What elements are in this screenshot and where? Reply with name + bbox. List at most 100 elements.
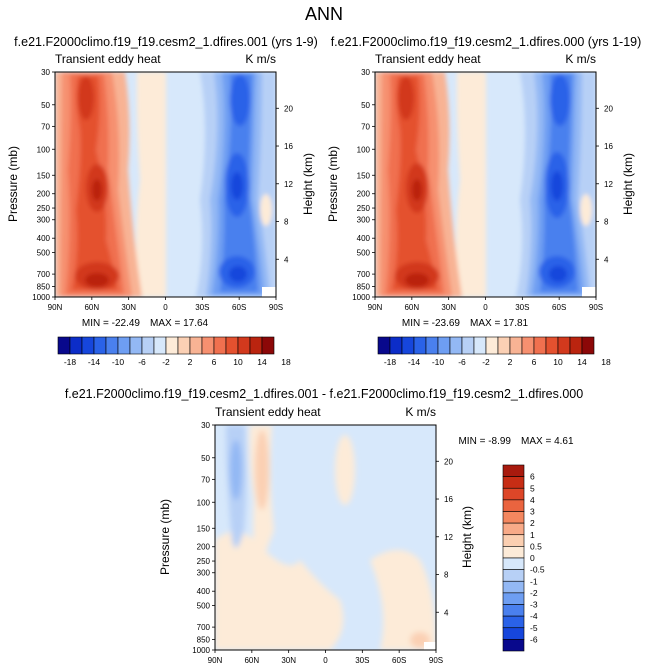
x-tick-label: 90S	[429, 656, 443, 665]
colorbar-swatch	[502, 569, 525, 582]
colorbar-swatch	[105, 336, 119, 355]
colorbar-label: 10	[233, 357, 243, 367]
y-right-tick-label: 12	[284, 180, 293, 189]
figure-title: ANN	[305, 4, 343, 24]
colorbar-swatch	[502, 487, 525, 501]
panel-3: f.e21.F2000climo.f19_f19.cesm2_1.dfires.…	[65, 387, 583, 665]
colorbar-label: 18	[281, 357, 291, 367]
colorbar-swatch	[461, 336, 475, 355]
y-tick-label: 150	[37, 171, 51, 180]
x-tick-label: 30S	[515, 303, 529, 312]
y-tick-label: 70	[201, 475, 210, 484]
colorbar-swatch	[93, 336, 107, 355]
colorbar-label: -6	[530, 634, 538, 644]
colorbar-swatch	[485, 336, 499, 355]
colorbar-label: -6	[138, 357, 146, 367]
colorbar-swatch	[509, 336, 523, 355]
panel-1: f.e21.F2000climo.f19_f19.cesm2_1.dfires.…	[6, 35, 318, 329]
colorbar-swatch	[502, 615, 525, 629]
y-right-tick-label: 20	[444, 457, 453, 466]
colorbar-swatch	[129, 336, 143, 355]
y-tick-label: 200	[357, 190, 371, 199]
y-tick-label: 850	[197, 636, 211, 645]
x-tick-label: 90S	[269, 303, 283, 312]
y-tick-label: 200	[37, 190, 51, 199]
colorbar-label: 0	[530, 553, 535, 563]
x-tick-label: 30S	[355, 656, 369, 665]
colorbar-label: 14	[577, 357, 587, 367]
colorbar-label: -2	[482, 357, 490, 367]
y-tick-label: 100	[37, 145, 51, 154]
panel-1-title: f.e21.F2000climo.f19_f19.cesm2_1.dfires.…	[14, 35, 318, 49]
colorbar-label: 6	[212, 357, 217, 367]
colorbar-swatch	[502, 604, 525, 617]
y-right-tick-label: 12	[444, 533, 453, 542]
y-tick-label: 50	[201, 454, 210, 463]
panel-2-y-right-axis-label: Height (km)	[621, 153, 635, 215]
y-right-tick-label: 4	[284, 255, 289, 264]
colorbar-label: -10	[432, 357, 445, 367]
colorbar-swatch	[502, 522, 525, 536]
colorbar-swatch	[57, 336, 71, 355]
colorbar-label: -18	[64, 357, 77, 367]
y-tick-label: 300	[357, 216, 371, 225]
colorbar-swatch	[497, 336, 511, 355]
y-tick-label: 700	[197, 623, 211, 632]
y-tick-label: 850	[37, 283, 51, 292]
y-tick-label: 100	[197, 498, 211, 507]
panel-1-units-label: K m/s	[245, 52, 276, 66]
colorbar-swatch	[413, 336, 427, 355]
x-tick-label: 0	[483, 303, 488, 312]
colorbar-swatch	[153, 336, 167, 355]
x-tick-label: 60N	[244, 656, 259, 665]
colorbar-swatch	[401, 336, 415, 355]
colorbar-swatch	[249, 336, 263, 355]
y-right-tick-label: 20	[284, 104, 293, 113]
y-tick-label: 500	[37, 249, 51, 258]
colorbar-swatch	[533, 336, 547, 355]
y-tick-label: 500	[197, 602, 211, 611]
y-right-tick-label: 16	[604, 142, 613, 151]
colorbar-swatch	[581, 336, 595, 355]
colorbar-label: 18	[601, 357, 611, 367]
panel-3-missing-data	[424, 642, 436, 650]
colorbar-swatch	[261, 336, 275, 355]
colorbar-label: -2	[530, 588, 538, 598]
y-right-tick-label: 8	[604, 218, 609, 227]
colorbar-swatch	[377, 336, 391, 355]
y-tick-label: 150	[197, 524, 211, 533]
y-right-tick-label: 8	[444, 571, 449, 580]
colorbar-swatch	[521, 336, 535, 355]
panel-1-max-label: MAX = 17.64	[150, 318, 209, 329]
y-tick-label: 150	[357, 171, 371, 180]
x-tick-label: 0	[323, 656, 328, 665]
colorbar-label: -1	[530, 576, 538, 586]
colorbar-label: 6	[532, 357, 537, 367]
panel-3-max-label: MAX = 4.61	[521, 436, 574, 447]
x-tick-label: 60S	[232, 303, 246, 312]
colorbar-difference: 65 4 32 10.5 0 -0.5-1 -2 -3-4 -5-6	[502, 464, 545, 652]
y-right-tick-label: 12	[604, 180, 613, 189]
x-tick-label: 30N	[121, 303, 136, 312]
y-tick-label: 500	[357, 249, 371, 258]
x-tick-label: 60N	[404, 303, 419, 312]
y-tick-label: 250	[197, 557, 211, 566]
colorbar-swatch	[502, 580, 525, 594]
y-right-tick-label: 16	[284, 142, 293, 151]
colorbar-swatch	[545, 336, 559, 355]
colorbar-swatch	[189, 336, 203, 355]
colorbar-swatch	[177, 336, 191, 355]
y-right-tick-label: 8	[284, 218, 289, 227]
panel-3-contour-fill	[215, 425, 436, 650]
y-tick-label: 50	[361, 101, 370, 110]
panel-1-min-label: MIN = -22.49	[82, 318, 141, 329]
y-tick-label: 30	[361, 68, 370, 77]
panel-3-plot-area	[215, 425, 436, 650]
panel-2-contour-fill	[375, 72, 596, 297]
colorbar-swatch	[502, 639, 525, 652]
y-right-tick-label: 4	[444, 608, 449, 617]
y-tick-label: 700	[357, 270, 371, 279]
colorbar-swatch	[165, 336, 179, 355]
y-tick-label: 300	[197, 569, 211, 578]
colorbar-label: 4	[530, 495, 535, 505]
